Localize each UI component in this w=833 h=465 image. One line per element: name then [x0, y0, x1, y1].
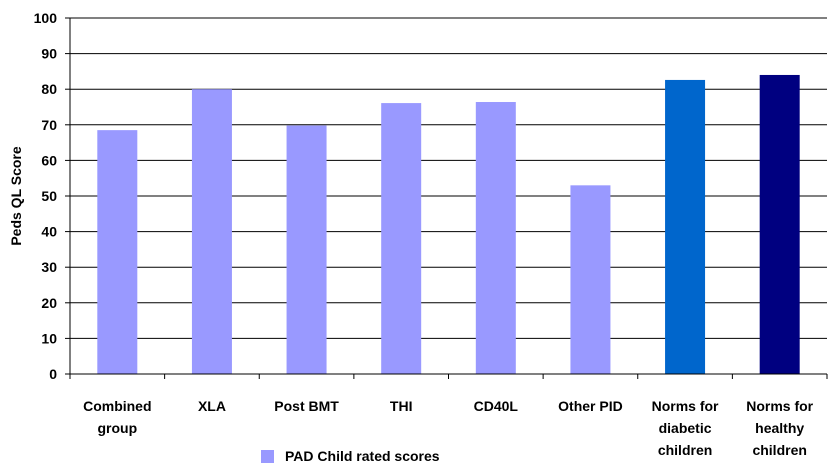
y-tick-label: 20 [41, 295, 57, 311]
y-tick-label: 100 [34, 10, 58, 26]
y-tick-label: 0 [49, 366, 57, 382]
y-tick-label: 50 [41, 188, 57, 204]
y-tick-label: 70 [41, 117, 57, 133]
bar [286, 125, 327, 375]
bar [570, 185, 611, 374]
bar [381, 103, 422, 375]
y-tick-label: 30 [41, 259, 57, 275]
bar [475, 102, 516, 375]
bars [97, 74, 800, 375]
x-category-label: Other PID [558, 398, 623, 414]
y-tick-label: 90 [41, 46, 57, 62]
bar [97, 130, 138, 374]
axes [65, 17, 828, 379]
legend: PAD Child rated scores [261, 448, 440, 464]
bar [191, 89, 232, 374]
x-category-label: Combined group [83, 398, 151, 436]
gridlines [70, 17, 827, 339]
y-tick-labels: 0 10 20 30 40 50 60 70 80 90 100 [34, 10, 58, 382]
bar [665, 79, 706, 374]
legend-label: PAD Child rated scores [285, 448, 440, 464]
x-category-label: CD40L [474, 398, 519, 414]
x-category-label: Norms for diabetic children [652, 398, 719, 458]
x-category-label: Norms for healthy children [746, 398, 813, 458]
legend-swatch [261, 449, 274, 463]
x-category-labels: Combined group XLA Post BMT THI CD40L Other PI… [83, 398, 814, 458]
y-axis-label: Peds QL Score [8, 146, 24, 246]
x-category-label: XLA [198, 398, 226, 414]
y-tick-label: 80 [41, 81, 57, 97]
bar [759, 74, 800, 375]
x-category-label: THI [390, 398, 413, 414]
y-tick-label: 10 [41, 330, 57, 346]
y-tick-label: 40 [41, 224, 57, 240]
x-category-label: Post BMT [274, 398, 339, 414]
y-tick-label: 60 [41, 152, 57, 168]
